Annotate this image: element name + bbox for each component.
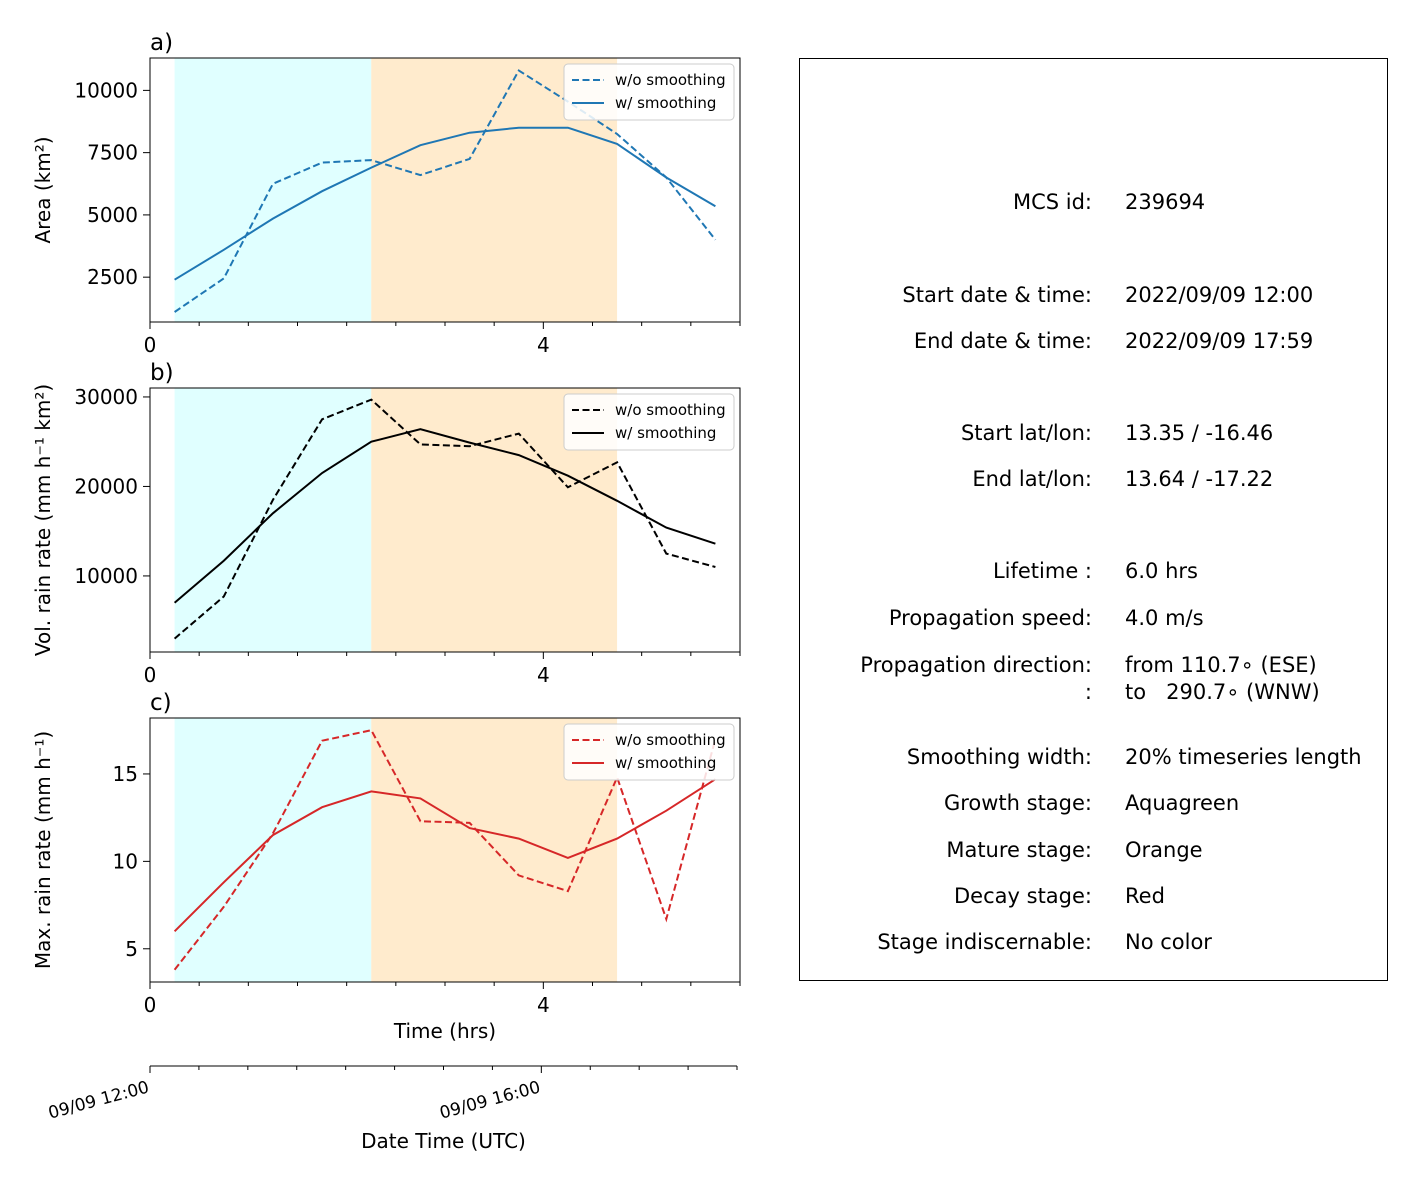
legend-label: w/ smoothing <box>615 94 716 112</box>
info-label: Mature stage: <box>946 838 1092 862</box>
panel-area: 2500 5000 7500 10000 0 4 a) Area (km²) w/o smoot… <box>31 30 741 357</box>
legend-label: w/ smoothing <box>615 424 716 442</box>
series-line-raw <box>174 69 717 313</box>
info-value: 239694 <box>1125 190 1206 214</box>
y-tick-label: 10000 <box>74 564 138 588</box>
y-tick-label: 30000 <box>74 385 138 409</box>
legend-box <box>563 393 735 451</box>
y-tick-label: 20000 <box>74 474 138 498</box>
info-panel: MCS id: 239694 Start date & time: 2022/0… <box>799 58 1388 981</box>
y-tick-label: 10000 <box>74 78 138 102</box>
info-value: Orange <box>1125 838 1203 862</box>
info-label: : <box>1084 680 1092 704</box>
growth-stage-span <box>174 58 372 322</box>
y-axis-label: Max. rain rate (mm h⁻¹) <box>31 731 55 969</box>
series-line-raw <box>173 398 716 640</box>
panel-volume: 10000 20000 30000 0 4 b) Vol. rain rate (mm h⁻… <box>31 360 741 687</box>
info-label: Stage indiscernable: <box>877 930 1092 954</box>
y-tick-label: 5000 <box>87 203 138 227</box>
x-tick-label: 4 <box>537 993 550 1017</box>
legend: w/o smoothing w/ smoothing <box>563 393 735 451</box>
legend: w/o smoothing w/ smoothing <box>563 723 735 781</box>
info-label: Propagation direction: <box>860 653 1092 677</box>
y-tick-label: 2500 <box>87 265 138 289</box>
info-value: from 110.7∘ (ESE) <box>1125 653 1317 677</box>
y-tick-label: 10 <box>113 849 138 873</box>
info-label: Smoothing width: <box>906 745 1092 769</box>
y-tick-label: 5 <box>125 937 138 961</box>
info-label: Decay stage: <box>954 884 1092 908</box>
panel-label: c) <box>150 690 172 716</box>
info-value: 2022/09/09 17:59 <box>1125 329 1314 353</box>
info-value: Aquagreen <box>1125 791 1240 815</box>
info-value: to 290.7∘ (WNW) <box>1125 680 1320 704</box>
panel-label: a) <box>150 30 173 56</box>
growth-stage-span <box>174 388 372 652</box>
series-line-smoothed <box>173 778 716 933</box>
panel-max: 5 10 15 0 4 c) Max. rain rate (mm h⁻¹) Time (hr… <box>31 690 741 1043</box>
date-axis-label: Date Time (UTC) <box>361 1129 526 1153</box>
info-value: 4.0 m/s <box>1125 606 1204 630</box>
legend: w/o smoothing w/ smoothing <box>563 63 735 121</box>
info-value: 13.64 / -17.22 <box>1125 467 1274 491</box>
y-axis-label: Area (km²) <box>31 136 55 243</box>
info-value: Red <box>1125 884 1165 908</box>
info-label: Growth stage: <box>943 791 1092 815</box>
date-tick-label: 09/09 12:00 <box>46 1078 151 1124</box>
x-tick-label: 4 <box>537 333 550 357</box>
info-label: Start date & time: <box>902 283 1092 307</box>
x-tick-label: 0 <box>144 663 157 687</box>
series-line-smoothed <box>174 126 716 281</box>
legend-label: w/o smoothing <box>615 401 726 419</box>
series-line-raw <box>173 729 717 971</box>
info-label: Propagation speed: <box>888 606 1092 630</box>
legend-box <box>563 63 735 121</box>
legend-label: w/o smoothing <box>615 731 726 749</box>
info-value: 6.0 hrs <box>1125 559 1198 583</box>
growth-stage-span <box>174 718 372 982</box>
info-label: Lifetime : <box>992 559 1092 583</box>
info-label: Start lat/lon: <box>960 421 1092 445</box>
x-tick-label: 0 <box>144 993 157 1017</box>
date-tick-label: 09/09 16:00 <box>438 1078 543 1124</box>
y-tick-label: 15 <box>113 762 138 786</box>
legend-label: w/o smoothing <box>615 71 726 89</box>
series-line-smoothed <box>173 428 716 604</box>
x-tick-label: 0 <box>144 333 157 357</box>
info-label: MCS id: <box>1012 190 1092 214</box>
info-value: No color <box>1125 930 1212 954</box>
info-value: 20% timeseries length <box>1125 745 1362 769</box>
info-label: End date & time: <box>913 329 1092 353</box>
x-axis-label: Time (hrs) <box>393 1019 496 1043</box>
y-axis-label: Vol. rain rate (mm h⁻¹ km²) <box>31 384 55 656</box>
y-tick-label: 7500 <box>87 141 138 165</box>
legend-box <box>563 723 735 781</box>
info-value: 2022/09/09 12:00 <box>1125 283 1314 307</box>
info-label: End lat/lon: <box>972 467 1092 491</box>
info-value: 13.35 / -16.46 <box>1125 421 1274 445</box>
legend-label: w/ smoothing <box>615 754 716 772</box>
x-tick-label: 4 <box>537 663 550 687</box>
date-axis: 09/09 12:00 09/09 16:00 Date Time (UTC) <box>46 1065 738 1153</box>
panel-label: b) <box>150 360 174 386</box>
